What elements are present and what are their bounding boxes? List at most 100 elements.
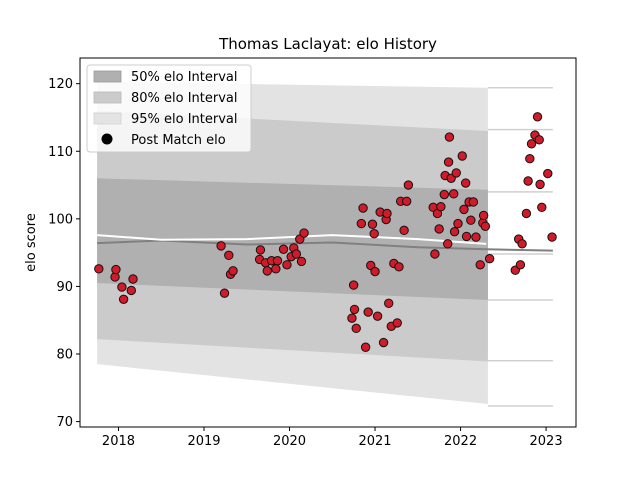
post-match-elo-point-3 — [117, 282, 127, 292]
post-match-elo-point-87 — [525, 153, 535, 164]
median-elo-line — [97, 234, 487, 245]
post-match-elo-point-18 — [272, 256, 283, 266]
legend-label-80: 80% elo Interval — [131, 91, 238, 106]
post-match-elo-point-44 — [384, 298, 394, 309]
legend-marker-post-match — [101, 133, 113, 145]
post-match-elo-point-73 — [466, 215, 476, 225]
post-match-elo-point-74 — [468, 197, 479, 207]
axes-frame — [79, 57, 577, 428]
post-match-elo-point-88 — [526, 139, 537, 149]
post-match-elo-point-13 — [255, 245, 266, 255]
post-match-elo-point-61 — [443, 157, 454, 167]
post-match-elo-point-60 — [443, 239, 453, 249]
post-match-elo-point-58 — [439, 189, 450, 200]
post-match-elo-point-27 — [347, 313, 357, 323]
post-match-elo-point-2 — [111, 264, 121, 275]
post-match-elo-point-5 — [126, 285, 137, 296]
legend-swatch-95 — [93, 112, 122, 125]
post-match-elo-point-76 — [475, 260, 485, 270]
post-match-elo-point-54 — [430, 249, 440, 259]
post-match-elo-point-38 — [370, 266, 380, 277]
post-match-elo-point-36 — [367, 219, 378, 229]
x-tick-label-2018: 2018 — [102, 434, 135, 449]
post-match-elo-point-4 — [118, 294, 129, 304]
band-50-interval — [97, 178, 488, 300]
post-match-elo-point-19 — [278, 244, 289, 254]
post-match-elo-point-51 — [401, 196, 412, 206]
axis-ticks: 2018 2019 2020 2021 2022 2023 70 80 90 100 110 120 — [48, 77, 562, 449]
post-match-elo-point-7 — [216, 241, 226, 251]
post-match-elo-point-6 — [128, 274, 138, 284]
post-match-elo-point-64 — [449, 189, 459, 199]
y-tick-label-80: 80 — [56, 348, 73, 363]
post-match-elo-point-67 — [453, 218, 463, 229]
legend-label-50: 50% elo Interval — [131, 70, 238, 85]
post-match-elo-point-92 — [535, 179, 545, 190]
post-match-elo-point-80 — [484, 254, 495, 264]
y-tick-label-90: 90 — [56, 280, 73, 295]
post-match-elo-point-37 — [369, 229, 379, 239]
post-match-elo-point-26 — [299, 228, 309, 238]
legend: 50% elo Interval 80% elo Interval 95% el… — [86, 64, 252, 153]
y-tick-label-120: 120 — [48, 77, 73, 92]
post-match-elo-point-52 — [403, 180, 414, 190]
post-match-elo-point-0 — [94, 264, 104, 274]
post-match-elo-point-65 — [449, 226, 460, 237]
post-match-elo-point-34 — [363, 307, 373, 317]
post-match-elo-point-69 — [459, 204, 469, 215]
post-match-elo-point-95 — [547, 232, 557, 242]
post-match-elo-point-71 — [461, 231, 472, 242]
post-match-elo-point-91 — [534, 135, 544, 145]
post-match-elo-point-20 — [282, 260, 292, 270]
post-match-elo-point-33 — [360, 342, 371, 352]
post-match-elo-point-66 — [451, 168, 461, 178]
x-tick-label-2021: 2021 — [358, 434, 391, 449]
post-match-elo-point-62 — [444, 132, 455, 142]
legend-swatch-50 — [93, 70, 122, 83]
post-match-elo-point-28 — [348, 280, 359, 290]
y-tick-label-100: 100 — [48, 212, 73, 227]
post-match-elo-point-78 — [478, 210, 489, 221]
legend-frame — [86, 64, 252, 153]
chart-title: Thomas Laclayat: elo History — [218, 35, 437, 53]
x-tick-label-2020: 2020 — [273, 434, 306, 449]
post-match-elo-point-11 — [228, 266, 238, 276]
post-match-elo-point-86 — [523, 176, 533, 186]
post-match-elo-point-70 — [460, 178, 471, 188]
post-match-elo-point-47 — [392, 318, 402, 328]
post-match-elo-point-83 — [515, 260, 526, 270]
post-match-elo-point-31 — [356, 218, 367, 229]
post-match-elo-point-25 — [296, 256, 307, 267]
legend-label-post-match: Post Match elo — [131, 133, 226, 148]
legend-label-95: 95% elo Interval — [131, 112, 238, 127]
post-match-elo-point-56 — [434, 224, 444, 234]
post-match-elo-point-32 — [358, 203, 368, 213]
post-match-elo-point-57 — [436, 201, 446, 212]
post-match-elo-point-75 — [471, 232, 481, 242]
post-match-elo-point-39 — [372, 311, 383, 321]
post-match-elo-point-41 — [378, 337, 389, 348]
y-axis-label: elo score — [24, 213, 39, 272]
legend-swatch-80 — [93, 91, 122, 104]
y-tick-label-110: 110 — [48, 145, 73, 160]
post-match-elo-point-50 — [399, 225, 409, 236]
post-match-elo-point-84 — [517, 239, 527, 249]
x-tick-label-2019: 2019 — [187, 434, 220, 449]
post-match-elo-point-23 — [291, 249, 302, 259]
post-match-elo-point-79 — [480, 221, 491, 231]
y-tick-label-70: 70 — [56, 415, 73, 430]
post-match-elo-point-93 — [537, 202, 547, 213]
post-match-elo-point-94 — [543, 168, 553, 179]
post-match-elo-point-9 — [224, 250, 234, 261]
post-match-elo-point-90 — [532, 112, 543, 122]
post-match-elo-point-30 — [351, 323, 361, 334]
x-tick-label-2023: 2023 — [530, 434, 563, 449]
x-tick-label-2022: 2022 — [444, 434, 477, 449]
post-match-elo-point-68 — [457, 151, 467, 161]
post-match-elo-point-15 — [262, 266, 272, 276]
post-match-elo-point-43 — [382, 208, 392, 219]
post-match-elo-point-17 — [271, 264, 281, 274]
post-match-elo-point-48 — [394, 262, 404, 272]
post-match-elo-point-85 — [521, 208, 532, 219]
